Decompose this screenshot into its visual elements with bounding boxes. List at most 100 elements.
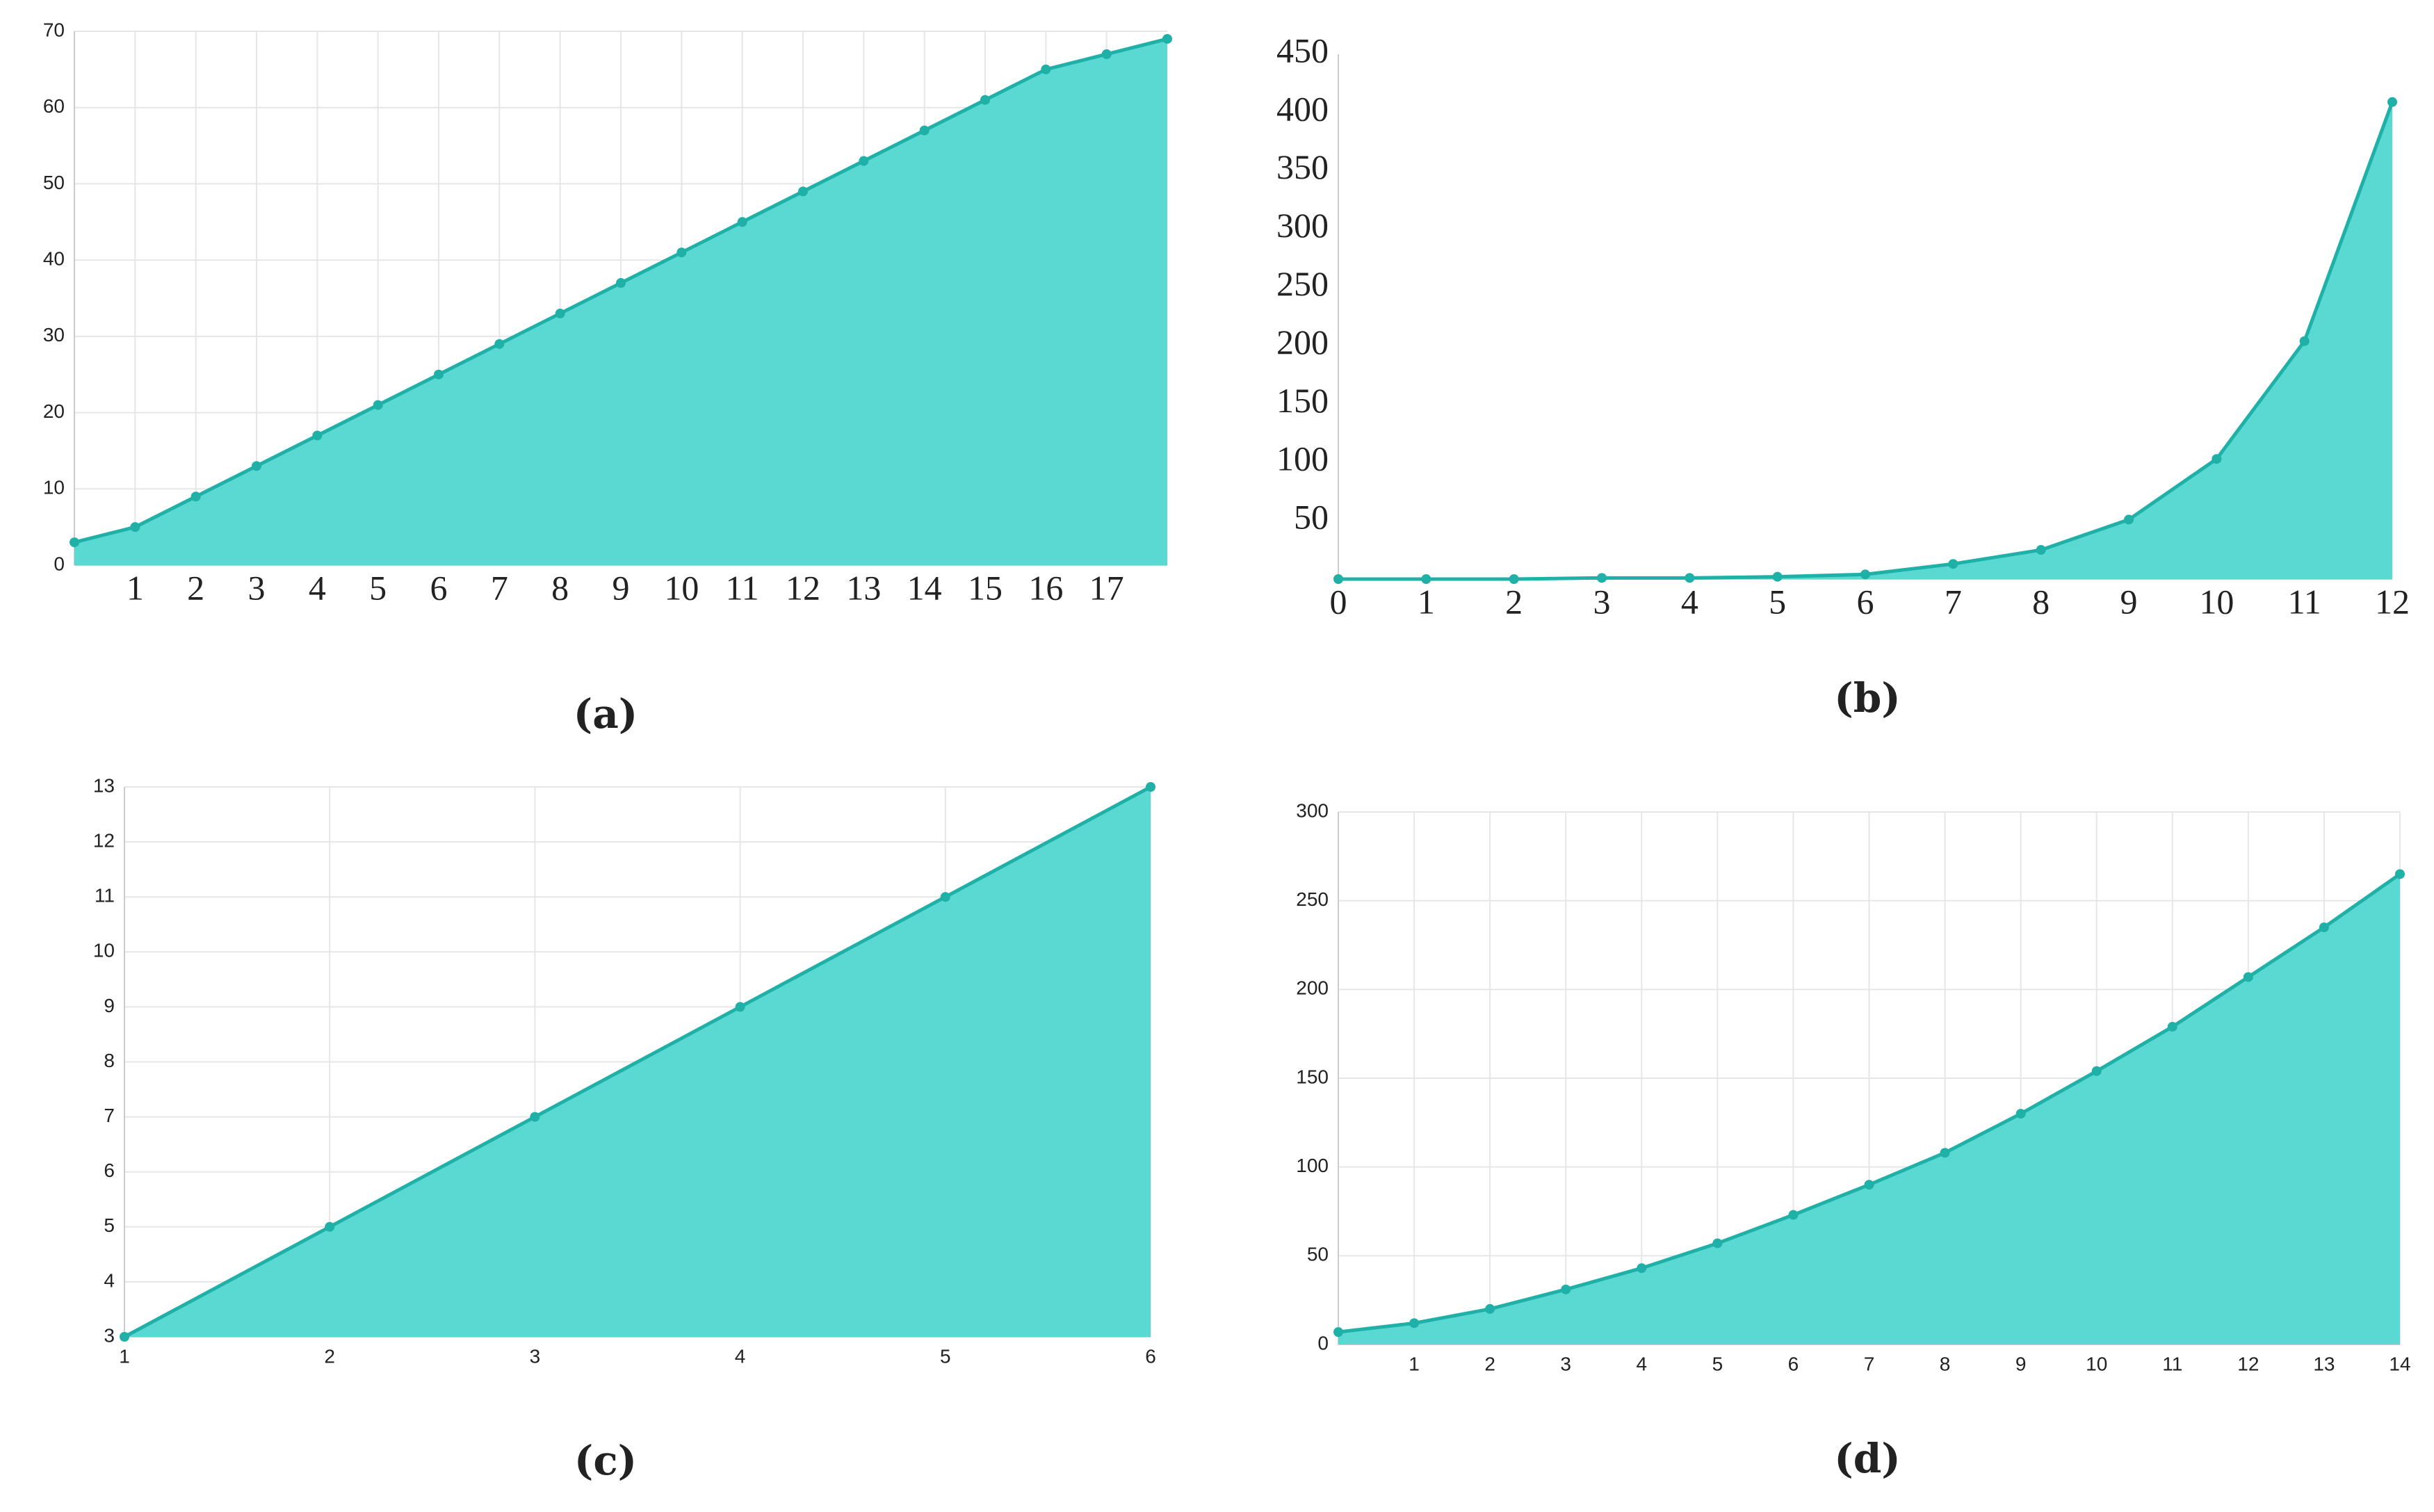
x-tick-label: 14 [907,568,942,607]
x-tick-label: 14 [2389,1353,2410,1374]
y-tick-label: 4 [104,1269,115,1291]
y-tick-label: 20 [43,400,65,422]
x-tick-label: 12 [2375,582,2410,621]
y-tick-label: 300 [1296,799,1329,821]
point [252,461,261,471]
y-tick-label: 7 [104,1105,115,1126]
point [2212,454,2222,464]
x-tick-label: 13 [846,568,881,607]
y-tick-label: 70 [43,19,65,40]
y-tick-label: 13 [93,774,115,796]
y-tick-label: 300 [1276,206,1329,245]
x-tick-label: 7 [1945,582,1962,621]
area [1338,101,2392,580]
y-tick-label: 350 [1276,147,1329,186]
point [1860,569,1870,580]
x-tick-label: 5 [1712,1353,1723,1374]
x-tick-label: 2 [187,568,204,607]
y-tick-label: 3 [104,1324,115,1346]
x-tick-label: 2 [1484,1353,1495,1374]
x-tick-label: 8 [1940,1353,1951,1374]
y-tick-label: 30 [43,324,65,346]
y-tick-label: 150 [1296,1066,1329,1087]
line [123,785,1152,1339]
x-tick-label: 10 [2086,1353,2107,1374]
x-tick-label: 10 [2199,582,2234,621]
point [434,369,444,380]
caption: (b) [1834,674,1900,722]
x-tick-label: 3 [1560,1353,1571,1374]
y-tick-label: 11 [95,885,115,907]
y-tick-label: 400 [1276,89,1329,128]
point [735,1002,745,1012]
x-tick-label: 16 [1028,568,1063,607]
point [190,491,201,502]
x-tick-label: 9 [2015,1353,2027,1374]
point [1561,1284,1571,1294]
point [1788,1210,1799,1220]
caption: (a) [574,690,638,738]
y-tick-label: 200 [1276,323,1329,361]
point [530,1112,540,1122]
point [1712,1238,1723,1249]
y-tick-label: 6 [104,1160,115,1181]
point [70,537,79,548]
x-tick-label: 4 [735,1345,746,1367]
x-tick-label: 1 [119,1345,130,1367]
y-tick-label: 0 [54,553,65,574]
x-tick-label: 11 [2288,582,2321,621]
y-tick-label: 250 [1276,264,1329,303]
point [2387,97,2397,107]
x-tick-label: 13 [2313,1353,2335,1374]
x-tick-label: 7 [491,568,508,607]
point [1162,33,1172,44]
point [1637,1263,1647,1274]
point [919,125,930,136]
x-tick-label: 11 [2162,1353,2182,1374]
point [1772,571,1783,582]
caption: (d) [1834,1435,1900,1482]
point [1333,1327,1343,1338]
point [312,430,323,441]
caption: (c) [574,1437,637,1484]
point [373,400,383,410]
x-tick-label: 7 [1864,1353,1875,1374]
y-tick-label: 9 [104,995,115,1016]
point [1864,1180,1874,1190]
point [1940,1148,1950,1158]
point [1101,49,1112,59]
y-tick-label: 450 [1276,31,1329,70]
point [1333,574,1343,584]
y-tick-label: 100 [1276,439,1329,478]
point [1509,574,1519,584]
x-tick-label: 8 [551,568,569,607]
point [130,522,140,533]
x-tick-label: 5 [940,1345,951,1367]
x-tick-label: 15 [968,568,1003,607]
point [798,186,808,197]
point [2167,1021,2177,1032]
point [325,1221,335,1232]
x-tick-label: 6 [1788,1353,1799,1374]
point [2395,869,2405,879]
x-tick-label: 6 [1145,1345,1156,1367]
point [2299,336,2310,346]
y-tick-label: 250 [1296,888,1329,910]
x-tick-label: 3 [1593,582,1611,621]
point [1409,1318,1420,1328]
point [616,278,626,288]
x-tick-label: 1 [1418,582,1435,621]
point [1485,1303,1495,1314]
point [676,247,687,258]
x-tick-label: 3 [248,568,266,607]
x-tick-label: 4 [1636,1353,1647,1374]
point [2091,1066,2102,1076]
point [2243,972,2253,982]
point [1146,782,1155,792]
area [1338,874,2400,1344]
x-tick-label: 8 [2032,582,2050,621]
